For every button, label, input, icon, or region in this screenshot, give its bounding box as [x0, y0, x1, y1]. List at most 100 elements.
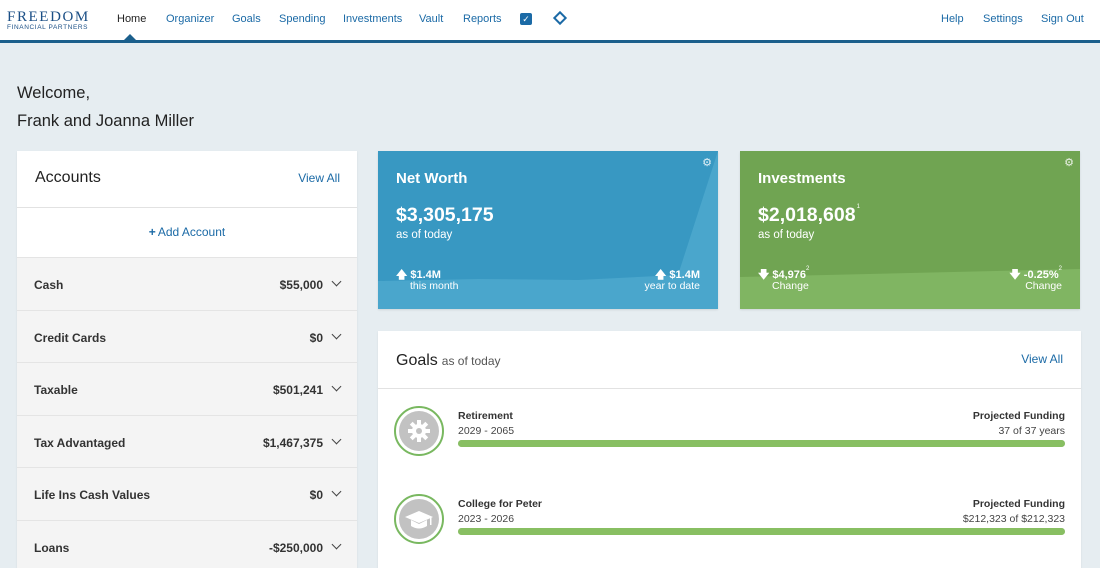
net-worth-area-graphic [378, 151, 718, 309]
investments-card[interactable]: ⚙ Investments $2,018,6081 as of today 🡇 … [740, 151, 1080, 309]
percent-change-value: -0.25% [1023, 269, 1059, 281]
investments-percent-change: 🡇 -0.25%2 [1009, 266, 1062, 285]
net-worth-ytd-change: 🡅 $1.4M [655, 266, 700, 285]
arrow-down-icon: 🡇 [1009, 269, 1024, 281]
account-value: $1,467,375 [262, 435, 323, 450]
divider [378, 388, 1081, 389]
nav-organizer[interactable]: Organizer [166, 13, 215, 25]
nav-settings[interactable]: Settings [983, 13, 1023, 25]
goal-years: 2029 - 2065 [458, 425, 515, 437]
ytd-change-value: $1.4M [669, 269, 700, 281]
change-label: Change [1025, 280, 1062, 292]
freedom-logo[interactable]: FREEDOM FINANCIAL PARTNERS [7, 9, 90, 32]
projected-funding-label: Projected Funding [972, 410, 1065, 422]
account-label: Credit Cards [34, 330, 107, 345]
chevron-down-icon[interactable] [331, 329, 342, 339]
account-value: -$250,000 [268, 540, 323, 555]
account-row-credit-cards[interactable]: Credit Cards $0 [17, 309, 357, 362]
add-account-label: Add Account [157, 225, 226, 239]
change-label: Change [772, 280, 809, 292]
account-value: $501,241 [272, 383, 323, 397]
year-to-date-label: year to date [644, 280, 700, 292]
nav-vault[interactable]: Vault [419, 13, 444, 25]
chevron-down-icon[interactable] [331, 486, 342, 497]
account-label: Tax Advantaged [34, 435, 126, 450]
graduation-cap-icon [405, 511, 433, 529]
nav-sign-out[interactable]: Sign Out [1041, 13, 1084, 25]
chevron-down-icon[interactable] [331, 434, 342, 444]
account-row-loans[interactable]: Loans -$250,000 [17, 519, 357, 568]
welcome-heading: Welcome, Frank and Joanna Miller [17, 79, 194, 135]
arrow-up-icon: 🡅 [655, 269, 670, 281]
goals-subtitle: as of today [441, 354, 501, 368]
gear-icon [408, 420, 430, 442]
account-value: $0 [309, 330, 323, 345]
active-nav-indicator [123, 34, 137, 41]
goal-icon-circle [394, 494, 444, 544]
account-row-life-ins[interactable]: Life Ins Cash Values $0 [17, 467, 357, 520]
account-row-tax-advantaged[interactable]: Tax Advantaged $1,467,375 [17, 414, 357, 467]
gear-icon[interactable]: ⚙ [1064, 157, 1074, 169]
account-label: Loans [34, 540, 70, 555]
user-name: Frank and Joanna Miller [17, 112, 195, 130]
account-row-taxable[interactable]: Taxable $501,241 [17, 362, 357, 415]
welcome-line: Welcome, [17, 84, 91, 102]
investments-dollar-change: 🡇 $4,9762 [758, 266, 809, 285]
goal-retirement[interactable]: Retirement 2029 - 2065 Projected Funding… [378, 406, 1081, 476]
goals-title: Goals as of today [396, 352, 501, 369]
arrow-up-icon: 🡅 [396, 269, 411, 281]
footnote-marker: 1 [856, 204, 860, 210]
investments-as-of: as of today [758, 229, 815, 241]
account-row-cash[interactable]: Cash $55,000 [17, 257, 357, 310]
account-label: Life Ins Cash Values [34, 488, 151, 502]
investments-title: Investments [758, 170, 846, 187]
nav-investments[interactable]: Investments [343, 13, 403, 25]
chevron-down-icon[interactable] [331, 381, 342, 392]
nav-help[interactable]: Help [941, 13, 964, 25]
goal-years: 2023 - 2026 [458, 513, 515, 525]
nav-home[interactable]: Home [117, 13, 147, 25]
plus-icon: + [148, 225, 156, 239]
goal-icon-circle [394, 406, 444, 456]
goal-progress-fill [458, 440, 1065, 447]
projected-funding-value: $212,323 of $212,323 [962, 513, 1065, 525]
month-change-value: $1.4M [410, 269, 441, 281]
goal-progress-bar [458, 440, 1065, 447]
gear-icon[interactable]: ⚙ [702, 157, 712, 169]
account-value: $55,000 [279, 278, 323, 292]
nav-spending[interactable]: Spending [279, 13, 326, 25]
accounts-title: Accounts [35, 169, 101, 186]
this-month-label: this month [410, 280, 459, 292]
top-nav: FREEDOM FINANCIAL PARTNERS Home Organize… [0, 0, 1100, 43]
goals-view-all-link[interactable]: View All [1021, 352, 1063, 366]
divider [17, 207, 357, 208]
nav-reports[interactable]: Reports [463, 13, 502, 25]
net-worth-title: Net Worth [396, 170, 468, 187]
nav-goals[interactable]: Goals [232, 13, 261, 25]
goal-name: College for Peter [458, 498, 543, 510]
investments-area-graphic [740, 269, 1080, 309]
chevron-down-icon[interactable] [331, 539, 342, 549]
investments-amount: $2,018,6081 [758, 204, 860, 226]
goal-progress-bar [458, 528, 1065, 535]
accounts-panel: Accounts View All + Add Account Cash $55,… [17, 151, 357, 568]
arrow-down-icon: 🡇 [758, 269, 773, 281]
goal-progress-fill [458, 528, 1065, 535]
net-worth-month-change: 🡅 $1.4M [396, 266, 441, 285]
account-label: Cash [34, 278, 64, 292]
diamond-icon[interactable] [552, 10, 568, 26]
goal-college-for-peter[interactable]: College for Peter 2023 - 2026 Projected … [378, 494, 1081, 564]
accounts-list: Cash $55,000 Credit Cards $0 Taxable $50… [17, 257, 357, 568]
footnote-marker: 2 [1058, 266, 1062, 272]
account-value: $0 [309, 488, 323, 502]
net-worth-card[interactable]: ⚙ Net Worth $3,305,175 as of today 🡅 $1.… [378, 151, 718, 309]
account-label: Taxable [34, 383, 78, 397]
goals-panel: Goals as of today View All Retirement 202… [378, 331, 1081, 568]
net-worth-amount: $3,305,175 [396, 204, 494, 226]
add-account-button[interactable]: + Add Account [17, 225, 357, 239]
accounts-view-all-link[interactable]: View All [298, 171, 340, 185]
chevron-down-icon[interactable] [331, 276, 342, 287]
checkbox-icon[interactable]: ✓ [520, 13, 532, 25]
projected-funding-value: 37 of 37 years [998, 425, 1065, 437]
projected-funding-label: Projected Funding [972, 498, 1065, 510]
